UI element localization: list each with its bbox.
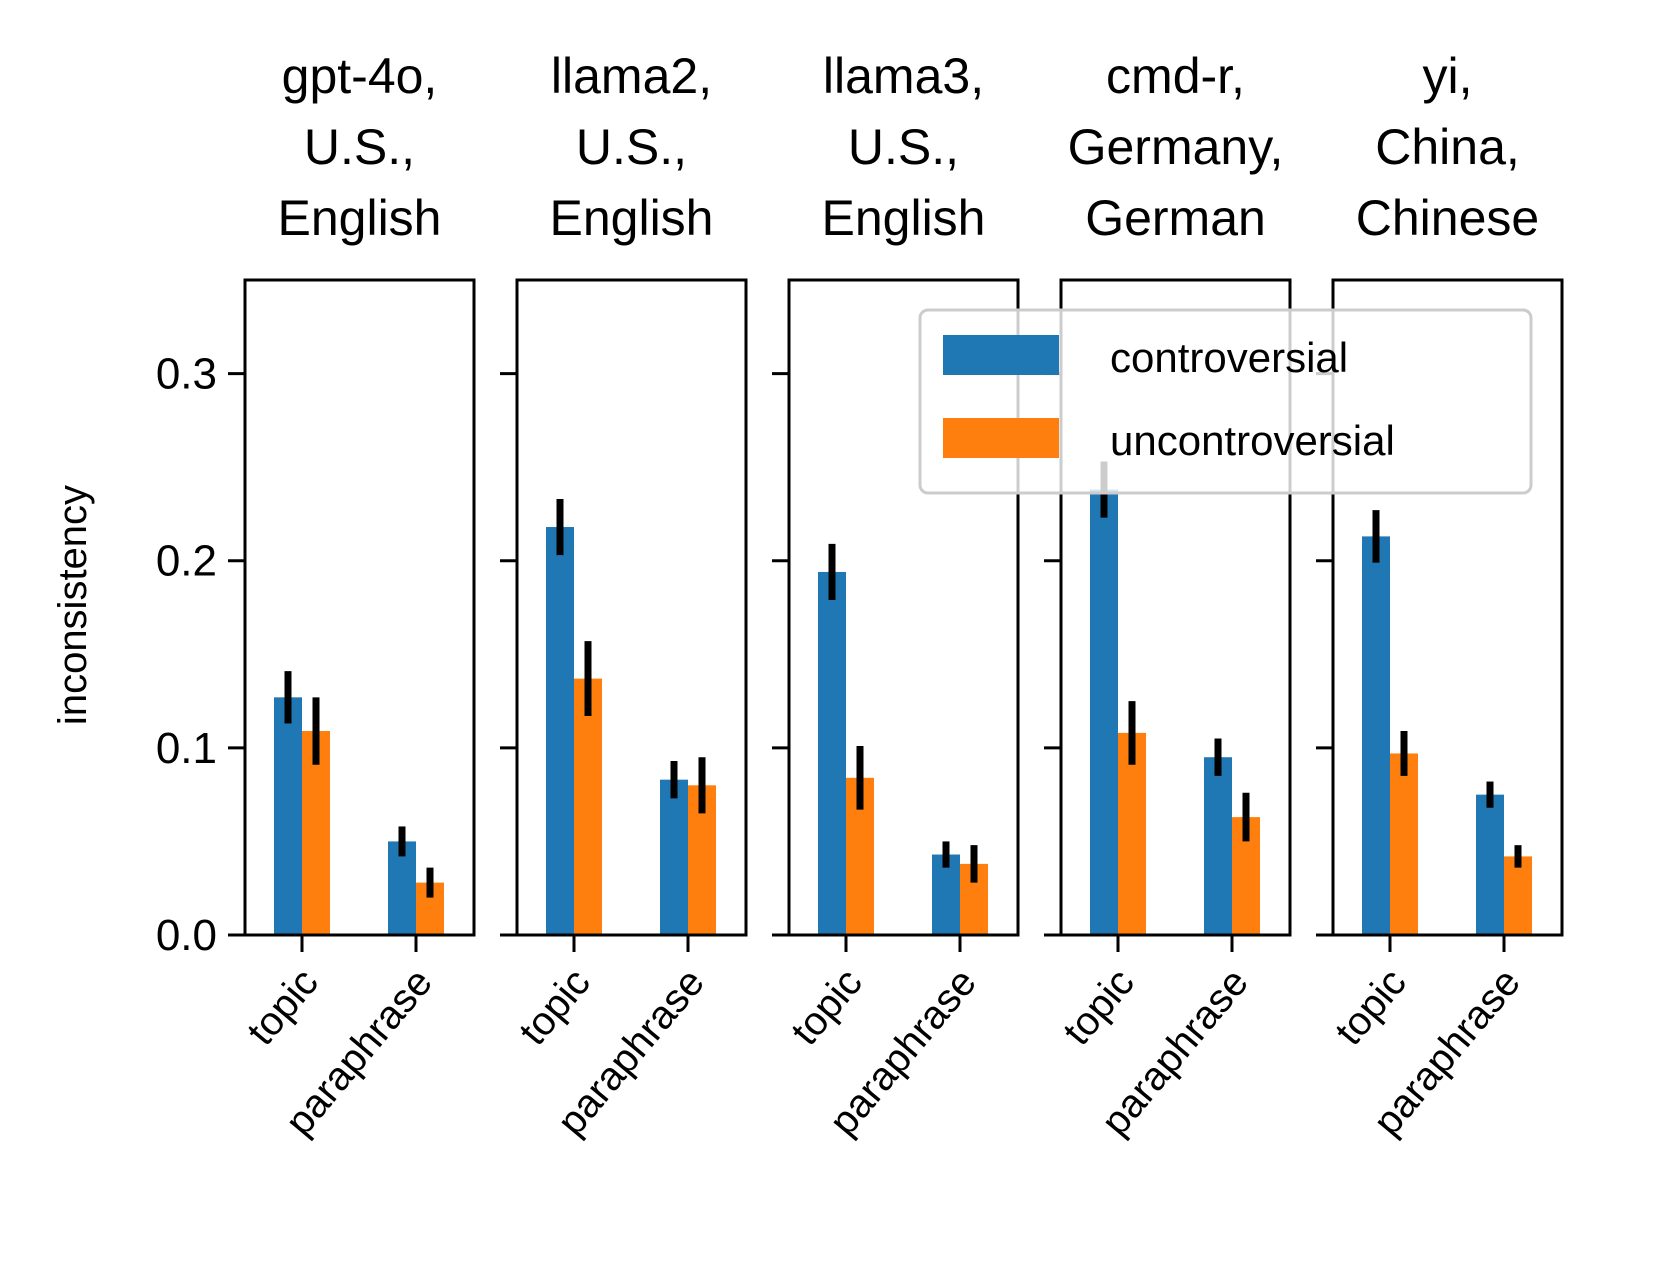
panel-title: llama2, U.S., English <box>550 48 714 246</box>
bar-uncontroversial-topic <box>302 731 330 935</box>
bar-controversial-topic <box>1090 489 1118 935</box>
bar-uncontroversial-paraphrase <box>1504 856 1532 935</box>
panel-title: llama3, U.S., English <box>822 48 986 246</box>
y-tick-label: 0.0 <box>156 911 217 960</box>
panel-title: gpt-4o, U.S., English <box>278 48 442 246</box>
bar-uncontroversial-topic <box>1390 753 1418 935</box>
y-axis-label: inconsistency <box>51 485 95 725</box>
panel-title-line: Chinese <box>1356 190 1539 246</box>
legend-label-controversial: controversial <box>1110 334 1348 381</box>
panel-title-line: llama2, <box>551 48 712 104</box>
legend: controversial uncontroversial <box>918 308 1533 495</box>
panel-title-line: U.S., <box>576 119 687 175</box>
y-tick-label: 0.2 <box>156 537 217 586</box>
bar-controversial-topic <box>274 697 302 935</box>
bar-controversial-topic <box>818 571 846 935</box>
panel-title-line: llama3, <box>823 48 984 104</box>
bar-uncontroversial-topic <box>1118 732 1146 935</box>
axes-frame <box>515 278 748 937</box>
panel-title-line: German <box>1085 190 1266 246</box>
x-tick-label-topic: topic <box>511 961 599 1054</box>
x-tick-label-topic: topic <box>239 961 327 1054</box>
x-tick-label-topic: topic <box>1327 961 1415 1054</box>
panel-title-line: English <box>550 190 714 246</box>
axes-frame <box>787 278 1020 937</box>
panel-title-line: Germany, <box>1068 119 1284 175</box>
bar-controversial-paraphrase <box>660 779 688 935</box>
axes-frame <box>1059 278 1292 937</box>
panel-title-line: yi, <box>1423 48 1473 104</box>
bar-controversial-paraphrase <box>1204 757 1232 935</box>
axes-frame <box>1331 278 1564 937</box>
bar-controversial-paraphrase <box>388 841 416 935</box>
panel-title-line: U.S., <box>848 119 959 175</box>
panel-title: yi, China, Chinese <box>1356 48 1539 246</box>
bar-controversial-paraphrase <box>1476 794 1504 935</box>
axes-frame <box>243 278 476 937</box>
panel-title-line: gpt-4o, <box>282 48 438 104</box>
panel-title-line: English <box>822 190 986 246</box>
x-tick-label-topic: topic <box>1055 961 1143 1054</box>
y-tick-label: 0.1 <box>156 724 217 773</box>
panel-title: cmd-r, Germany, German <box>1068 48 1284 246</box>
x-tick-label-topic: topic <box>783 961 871 1054</box>
panel-title-line: cmd-r, <box>1106 48 1245 104</box>
panel-title-line: China, <box>1375 119 1520 175</box>
legend-frame <box>918 308 1533 495</box>
panel-title-line: U.S., <box>304 119 415 175</box>
legend-swatch-controversial <box>943 335 1059 375</box>
panels: gpt-4o, U.S., English0.00.10.20.3topicpara… <box>156 48 1564 1144</box>
legend-label-uncontroversial: uncontroversial <box>1110 417 1395 464</box>
bar-controversial-topic <box>1362 536 1390 935</box>
bar-controversial-topic <box>546 527 574 935</box>
bar-controversial-paraphrase <box>932 854 960 935</box>
bar-uncontroversial-topic <box>574 678 602 935</box>
legend-swatch-uncontroversial <box>943 418 1059 458</box>
panel-title-line: English <box>278 190 442 246</box>
y-tick-label: 0.3 <box>156 350 217 399</box>
panel-0: gpt-4o, U.S., English0.00.10.20.3topicpara… <box>156 48 476 1144</box>
